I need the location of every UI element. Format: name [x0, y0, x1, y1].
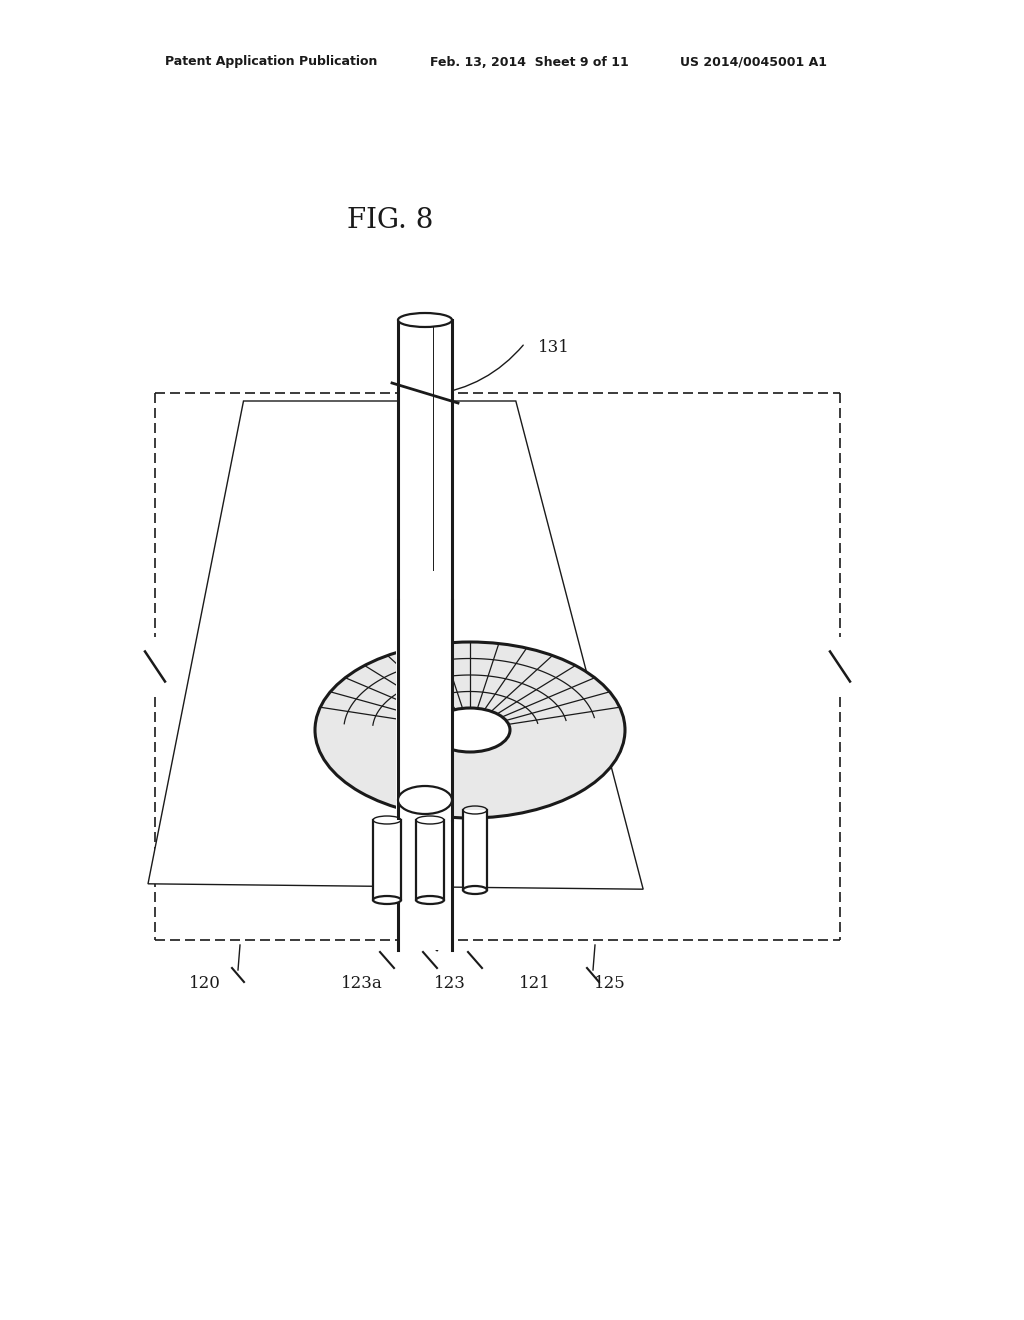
- Ellipse shape: [463, 886, 487, 894]
- Text: 123a: 123a: [341, 975, 383, 993]
- Ellipse shape: [416, 896, 444, 904]
- Text: 131: 131: [538, 339, 570, 356]
- Text: 125: 125: [594, 975, 626, 993]
- Ellipse shape: [373, 896, 401, 904]
- Text: Feb. 13, 2014  Sheet 9 of 11: Feb. 13, 2014 Sheet 9 of 11: [430, 55, 629, 69]
- Ellipse shape: [398, 785, 452, 814]
- Polygon shape: [148, 401, 643, 890]
- Text: 121: 121: [519, 975, 551, 993]
- Text: Patent Application Publication: Patent Application Publication: [165, 55, 378, 69]
- Polygon shape: [396, 601, 454, 820]
- Text: FIG. 8: FIG. 8: [347, 206, 433, 234]
- Text: US 2014/0045001 A1: US 2014/0045001 A1: [680, 55, 827, 69]
- Ellipse shape: [398, 313, 452, 327]
- Polygon shape: [463, 810, 487, 890]
- Text: 120: 120: [189, 975, 221, 993]
- Polygon shape: [373, 820, 401, 900]
- Polygon shape: [416, 820, 444, 900]
- Polygon shape: [398, 319, 452, 950]
- Text: 123: 123: [434, 975, 466, 993]
- Ellipse shape: [430, 708, 510, 752]
- Ellipse shape: [315, 642, 625, 818]
